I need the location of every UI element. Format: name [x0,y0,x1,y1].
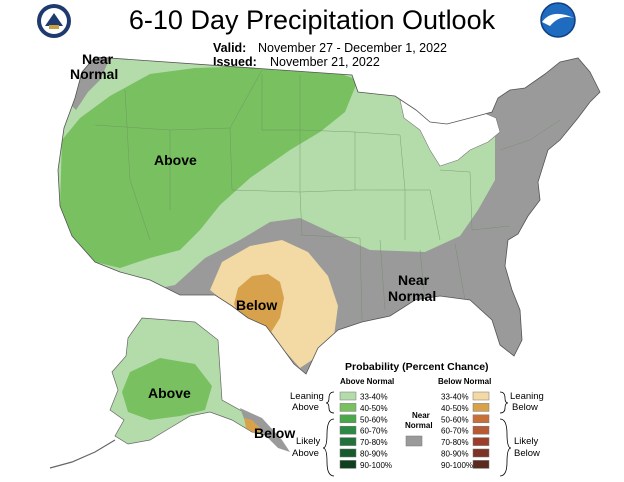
valid-value: November 27 - December 1, 2022 [258,41,447,55]
label-near-normal-nw-2: Normal [70,66,118,82]
legend-above-items: 33-40% 40-50% 50-60% 60-70% 70-80% 80-90% 90-1… [339,391,392,470]
legend-likely-above-1: Likely [296,436,321,447]
legend-below-swatch-2 [472,403,490,412]
legend-below-swatch-6 [472,448,490,458]
legend-below-label-7: 90-100% [441,461,473,470]
legend-brace-leaning-above [325,391,335,414]
doc-seal-logo [37,4,71,38]
alaska-map [49,317,290,469]
issued-value: November 21, 2022 [270,55,380,69]
valid-label: Valid: [213,41,246,55]
label-above-alaska: Above [148,385,191,401]
legend-below-label-2: 40-50% [441,404,469,413]
issued-label: Issued: [213,55,257,69]
legend-near-normal-1: Near [412,411,430,420]
aleutian-islands [49,439,116,469]
legend-title: Probability (Percent Chance) [345,361,489,373]
legend-leaning-below-1: Leaning [510,391,544,402]
label-near-normal-se-1: Near [398,272,430,288]
legend-below-label-6: 80-90% [441,450,469,459]
legend-below-label-5: 70-80% [441,438,469,447]
legend-leaning-above-1: Leaning [290,391,324,402]
legend-above-label-5: 70-80% [360,438,388,447]
alaska-near-normal-panhandle [240,408,290,452]
legend-above-header: Above Normal [340,377,394,386]
legend-leaning-above-2: Above [292,402,319,413]
legend-brace-leaning-below [499,391,509,414]
label-above-west: Above [154,152,197,168]
legend-above-swatch-5 [339,437,357,446]
legend-below-items: 33-40% 40-50% 50-60% 60-70% 70-80% 80-90% 90-1… [441,391,490,470]
state-boundaries [94,69,561,321]
legend-below-label-1: 33-40% [441,393,469,402]
legend-above-label-1: 33-40% [360,393,388,402]
noaa-logo [540,2,576,38]
legend-above-label-3: 50-60% [360,415,388,424]
legend-leaning-below-2: Below [512,402,538,413]
legend-above-swatch-1 [339,391,357,401]
legend-brace-likely-above [322,418,335,477]
label-near-normal-se-2: Normal [388,288,436,304]
legend-likely-below-1: Likely [514,436,539,447]
conus-outline [57,56,601,375]
legend-below-label-4: 60-70% [441,427,469,436]
legend-below-swatch-1 [472,391,490,401]
legend-above-swatch-3 [339,414,357,424]
legend-below-swatch-7 [472,460,490,469]
legend-likely-above-2: Above [292,448,319,459]
legend-near-normal-swatch [405,435,423,447]
alaska-above-40-50-region [122,358,212,420]
legend-below-swatch-5 [472,437,490,446]
legend-above-swatch-4 [339,425,357,435]
legend-above-label-6: 80-90% [360,450,388,459]
legend-below-swatch-3 [472,414,490,424]
page-title: 6-10 Day Precipitation Outlook [129,5,496,35]
legend: Probability (Percent Chance) Above Norma… [290,361,544,477]
legend-brace-likely-below [499,418,512,477]
legend-below-label-3: 50-60% [441,415,469,424]
legend-above-label-2: 40-50% [360,404,388,413]
above-40-50-region [60,66,358,268]
legend-below-header: Below Normal [438,377,491,386]
label-near-normal-nw-1: Near [82,51,114,67]
legend-above-label-7: 90-100% [360,461,392,470]
legend-above-swatch-7 [339,460,357,469]
legend-above-swatch-2 [339,403,357,412]
label-below-alaska: Below [254,425,295,441]
legend-likely-below-2: Below [514,448,540,459]
label-below-texas: Below [236,297,277,313]
legend-near-normal-2: Normal [405,421,433,430]
alaska-below-region [244,418,262,434]
legend-above-label-4: 60-70% [360,427,388,436]
legend-below-swatch-4 [472,425,490,435]
legend-above-swatch-6 [339,448,357,458]
